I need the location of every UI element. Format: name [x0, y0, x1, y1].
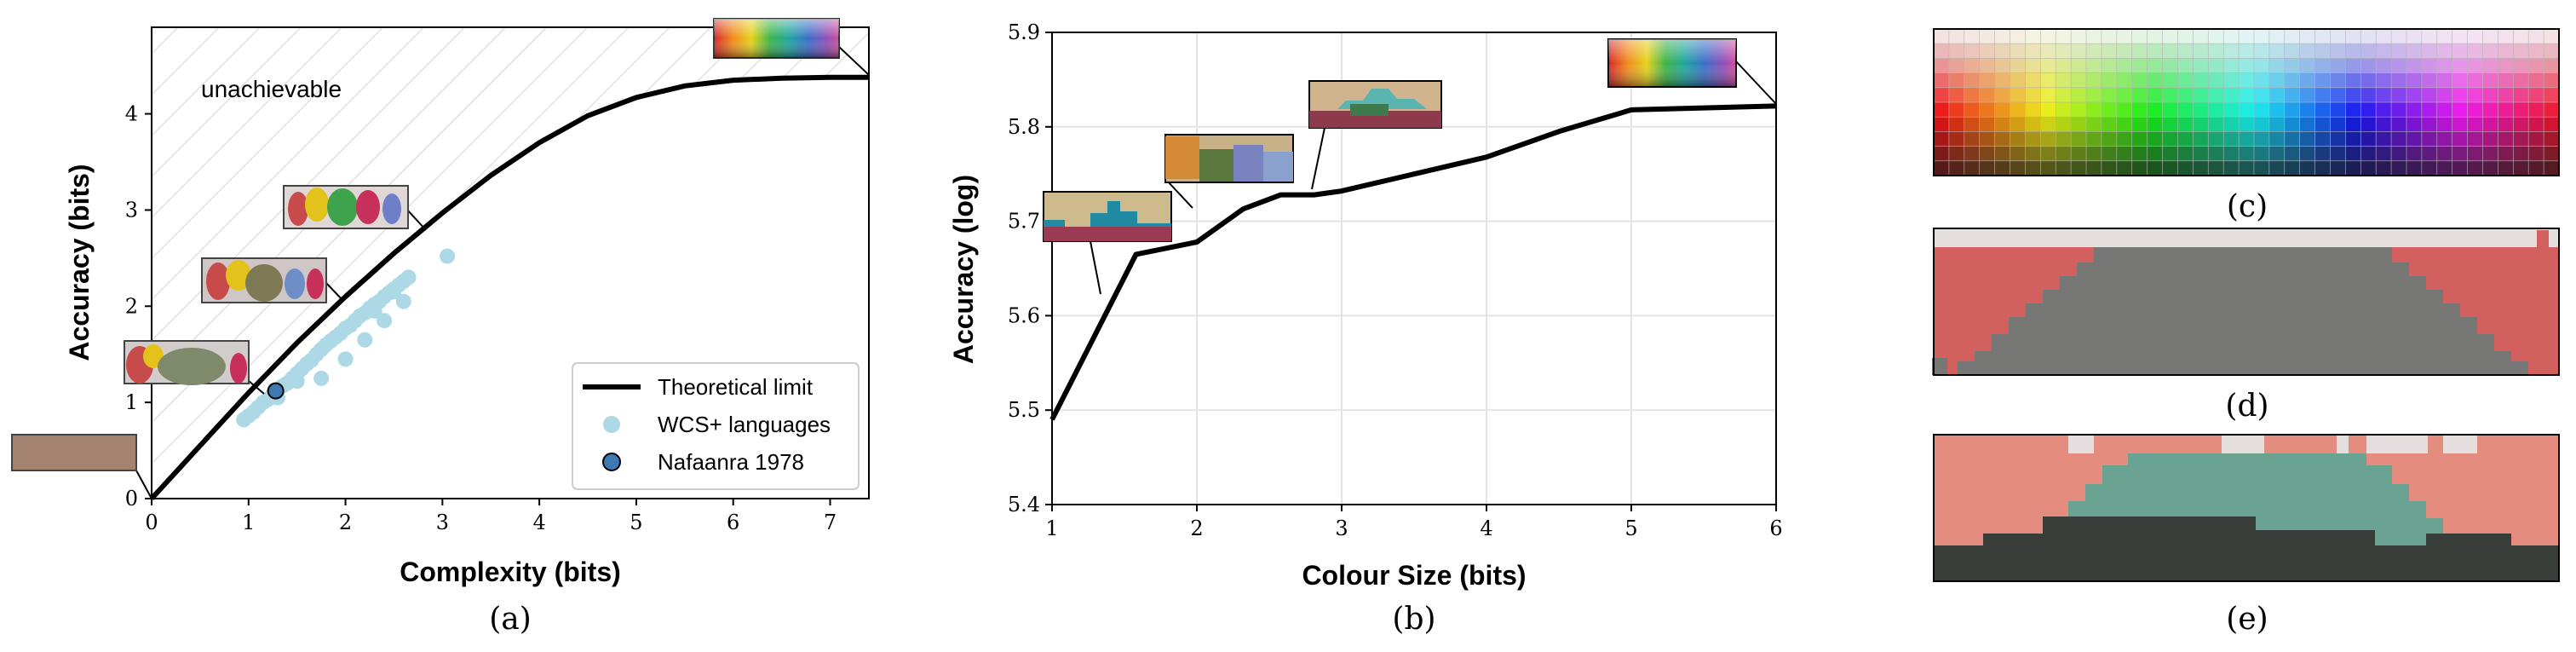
x-tick-label-a: 7 [824, 511, 837, 534]
y-tick-label-a: 2 [125, 294, 138, 318]
wcs-point [357, 332, 373, 348]
inset-thumbnail-origin [11, 434, 152, 499]
chart-b: 1 2 3 4 5 6 5.4 5.5 5.6 5.7 5.8 5.9 Colour Size (b… [948, 20, 1783, 637]
x-tick-label-b: 1 [1045, 516, 1058, 540]
wcs-point [313, 370, 330, 386]
x-tick-label-a: 3 [436, 511, 449, 534]
unachievable-region [152, 27, 869, 499]
y-tick-label-a: 3 [125, 198, 138, 222]
y-tick-label-a: 4 [125, 102, 138, 126]
x-tick-label-a: 5 [630, 511, 642, 534]
wcs-point [386, 284, 402, 300]
panel-e-partition [1933, 434, 2560, 582]
legend-label-wcs: WCS+ languages [658, 412, 831, 437]
hatch-fill [152, 27, 869, 499]
y-tick-label-a: 0 [125, 487, 138, 511]
panel-label-b: (b) [1392, 602, 1435, 637]
x-axis-label-a: Complexity (bits) [400, 557, 621, 587]
x-tick-label-a: 4 [532, 511, 545, 534]
wcs-point [440, 248, 456, 264]
chart-a: 0 1 2 3 4 5 6 7 0 1 2 3 4 unachievable Complexity (… [11, 18, 870, 637]
inset-b-2 [1164, 134, 1294, 209]
x-tick-label-b: 4 [1480, 516, 1492, 540]
legend-a: Theoretical limit WCS+ languages Nafaanr… [572, 362, 860, 490]
inset-thumbnail-low [124, 340, 265, 395]
panel-label-d: (d) [2225, 389, 2268, 424]
plot-frame-a [151, 26, 870, 499]
accuracy-line [1049, 103, 1777, 421]
inset-thumbnail-lower [201, 257, 343, 303]
inset-b-1 [1043, 191, 1172, 295]
wcs-point [289, 373, 305, 389]
x-tick-label-b: 5 [1624, 516, 1637, 540]
x-tick-label-a: 0 [145, 511, 158, 534]
y-tick-label-b: 5.6 [1008, 303, 1040, 327]
x-tick-label-b: 2 [1190, 516, 1203, 540]
x-tick-label-a: 2 [339, 511, 352, 534]
y-tick-label-b: 5.7 [1008, 210, 1040, 234]
panel-label-e: (e) [2226, 602, 2268, 637]
panel-d-partition [1932, 228, 2560, 376]
wcs-point [366, 303, 382, 319]
wcs-point [337, 351, 354, 367]
x-tick-label-a: 6 [727, 511, 739, 534]
plot-frame-b [1051, 32, 1777, 505]
legend-label-nafaanra: Nafaanra 1978 [658, 449, 804, 475]
y-axis-label-a: Accuracy (bits) [64, 164, 95, 361]
y-axis-label-b: Accuracy (log) [948, 175, 979, 364]
y-tick-label-a: 1 [125, 390, 138, 414]
wcs-point [377, 313, 393, 329]
x-tick-label-b: 6 [1769, 516, 1782, 540]
inset-thumbnail-mid [283, 185, 427, 231]
y-tick-label-b: 5.8 [1008, 115, 1040, 139]
y-tick-label-b: 5.9 [1008, 20, 1040, 44]
unachievable-annotation: unachievable [201, 76, 342, 102]
theoretical-limit-line [149, 74, 869, 501]
x-tick-label-a: 1 [242, 511, 255, 534]
nafaanra-point [267, 382, 285, 400]
inset-b-4 [1607, 38, 1777, 105]
x-axis-label-b: Colour Size (bits) [1302, 560, 1526, 591]
wcs-point [400, 269, 417, 286]
y-tick-label-b: 5.5 [1008, 398, 1040, 422]
panel-label-a: (a) [489, 602, 532, 637]
legend-label-limit: Theoretical limit [658, 374, 814, 400]
panel-c-palette: (c) (d) (e) [1932, 28, 2560, 637]
wcs-point [395, 293, 411, 309]
x-tick-label-b: 3 [1335, 516, 1348, 540]
y-tick-label-b: 5.4 [1008, 493, 1040, 516]
inset-thumbnail-top [713, 18, 870, 76]
inset-b-3 [1308, 80, 1442, 190]
panel-label-c: (c) [2227, 189, 2268, 224]
